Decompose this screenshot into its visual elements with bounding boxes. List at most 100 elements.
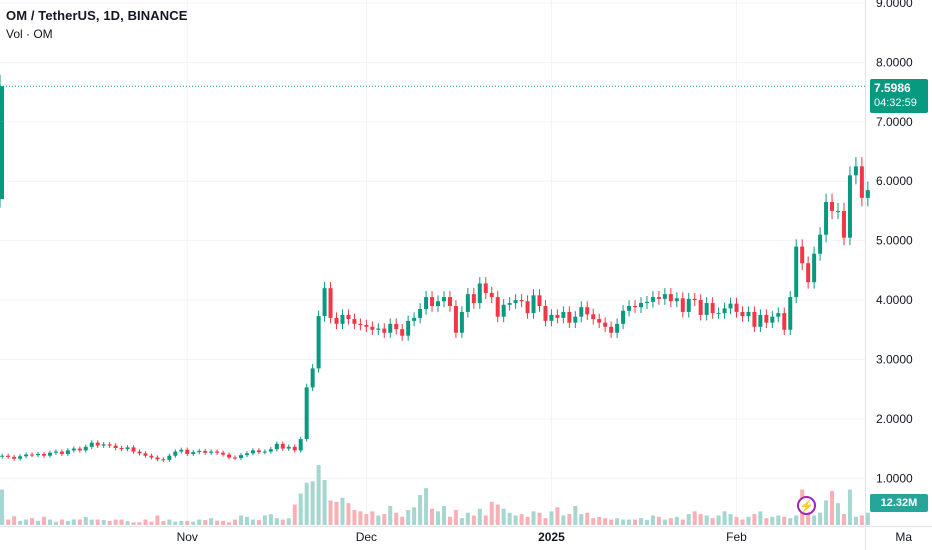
volume-bar[interactable] xyxy=(430,508,435,525)
candle-body[interactable] xyxy=(489,292,494,298)
candle-body[interactable] xyxy=(101,444,106,446)
volume-bar[interactable] xyxy=(274,518,279,525)
volume-bar[interactable] xyxy=(471,515,476,525)
volume-bar[interactable] xyxy=(424,488,429,525)
volume-bar[interactable] xyxy=(256,520,261,525)
volume-bar[interactable] xyxy=(143,519,148,525)
volume-bar[interactable] xyxy=(316,465,321,525)
candle-body[interactable] xyxy=(447,297,452,306)
candle-body[interactable] xyxy=(609,326,614,333)
volume-bar[interactable] xyxy=(824,500,829,525)
candle-body[interactable] xyxy=(412,317,417,321)
volume-bar[interactable] xyxy=(388,505,393,525)
volume-bar[interactable] xyxy=(137,522,142,525)
volume-bar[interactable] xyxy=(627,519,632,525)
volume-bar[interactable] xyxy=(250,519,255,525)
volume-bar[interactable] xyxy=(489,501,494,525)
volume-bar[interactable] xyxy=(770,516,775,525)
volume-bar[interactable] xyxy=(6,519,11,525)
volume-bar[interactable] xyxy=(567,514,572,525)
volume-bar[interactable] xyxy=(573,505,578,525)
candle-body[interactable] xyxy=(788,297,793,330)
candle-body[interactable] xyxy=(471,294,476,304)
candle-body[interactable] xyxy=(137,451,142,454)
volume-bar[interactable] xyxy=(59,519,64,525)
volume-bar[interactable] xyxy=(280,519,285,525)
volume-bar[interactable] xyxy=(549,511,554,525)
volume-bar[interactable] xyxy=(239,515,243,525)
volume-bar[interactable] xyxy=(782,516,787,525)
volume-bar[interactable] xyxy=(483,515,488,525)
volume-bar[interactable] xyxy=(119,519,124,525)
volume-bar[interactable] xyxy=(561,515,566,525)
volume-bar[interactable] xyxy=(376,515,381,525)
volume-bar[interactable] xyxy=(507,512,512,525)
volume-bar[interactable] xyxy=(418,495,423,525)
candle-body[interactable] xyxy=(167,455,172,460)
volume-bar[interactable] xyxy=(209,518,214,525)
candle-body[interactable] xyxy=(740,311,745,317)
candle-body[interactable] xyxy=(543,306,548,321)
candle-body[interactable] xyxy=(173,451,178,456)
volume-bar[interactable] xyxy=(704,515,709,525)
volume-bar[interactable] xyxy=(18,520,23,525)
candle-body[interactable] xyxy=(352,319,357,324)
candle-body[interactable] xyxy=(304,387,309,440)
volume-bar[interactable] xyxy=(286,518,291,525)
candle-body[interactable] xyxy=(6,455,11,457)
candle-body[interactable] xyxy=(322,288,327,317)
volume-bar[interactable] xyxy=(65,520,70,525)
volume-bar[interactable] xyxy=(865,512,870,525)
volume-bar[interactable] xyxy=(555,507,560,525)
candle-body[interactable] xyxy=(585,307,590,315)
volume-bar[interactable] xyxy=(185,520,190,525)
candle-body[interactable] xyxy=(824,202,829,235)
candle-body[interactable] xyxy=(41,453,46,456)
candle-body[interactable] xyxy=(406,320,411,336)
volume-bar[interactable] xyxy=(525,516,530,525)
volume-bar[interactable] xyxy=(531,511,536,525)
volume-bar[interactable] xyxy=(465,512,470,525)
volume-bar[interactable] xyxy=(621,519,626,525)
volume-bar[interactable] xyxy=(746,516,751,525)
candle-body[interactable] xyxy=(453,306,458,333)
candle-body[interactable] xyxy=(286,446,291,449)
candle-body[interactable] xyxy=(531,295,536,314)
volume-bar[interactable] xyxy=(107,520,112,525)
candle-body[interactable] xyxy=(722,308,727,314)
candle-body[interactable] xyxy=(95,442,100,446)
volume-bar[interactable] xyxy=(859,515,864,525)
volume-bar[interactable] xyxy=(358,511,363,525)
candle-body[interactable] xyxy=(18,456,23,459)
volume-bar[interactable] xyxy=(453,510,458,525)
volume-bar[interactable] xyxy=(215,520,220,525)
candle-body[interactable] xyxy=(89,442,94,447)
candle-body[interactable] xyxy=(633,306,638,308)
volume-bar[interactable] xyxy=(77,519,82,525)
volume-bar[interactable] xyxy=(149,521,154,525)
candle-body[interactable] xyxy=(746,311,751,317)
volume-bar[interactable] xyxy=(830,490,835,525)
volume-bar[interactable] xyxy=(30,518,35,525)
candle-body[interactable] xyxy=(346,314,351,320)
volume-bar[interactable] xyxy=(447,516,452,525)
candle-body[interactable] xyxy=(77,448,82,451)
candle-body[interactable] xyxy=(256,450,261,453)
volume-bar[interactable] xyxy=(125,521,130,525)
volume-bar[interactable] xyxy=(304,482,309,525)
candle-body[interactable] xyxy=(382,328,387,333)
candle-body[interactable] xyxy=(501,304,506,317)
candle-body[interactable] xyxy=(728,303,733,309)
volume-bar[interactable] xyxy=(752,514,757,525)
candle-body[interactable] xyxy=(734,303,739,312)
candle-body[interactable] xyxy=(179,449,184,452)
candle-body[interactable] xyxy=(334,317,339,324)
volume-bar[interactable] xyxy=(292,504,297,525)
volume-bar[interactable] xyxy=(519,514,524,525)
candle-body[interactable] xyxy=(155,457,160,460)
volume-bar[interactable] xyxy=(513,515,518,525)
candle-body[interactable] xyxy=(776,313,781,317)
volume-bar[interactable] xyxy=(101,520,106,525)
volume-bar[interactable] xyxy=(244,516,249,525)
candle-body[interactable] xyxy=(262,451,267,453)
